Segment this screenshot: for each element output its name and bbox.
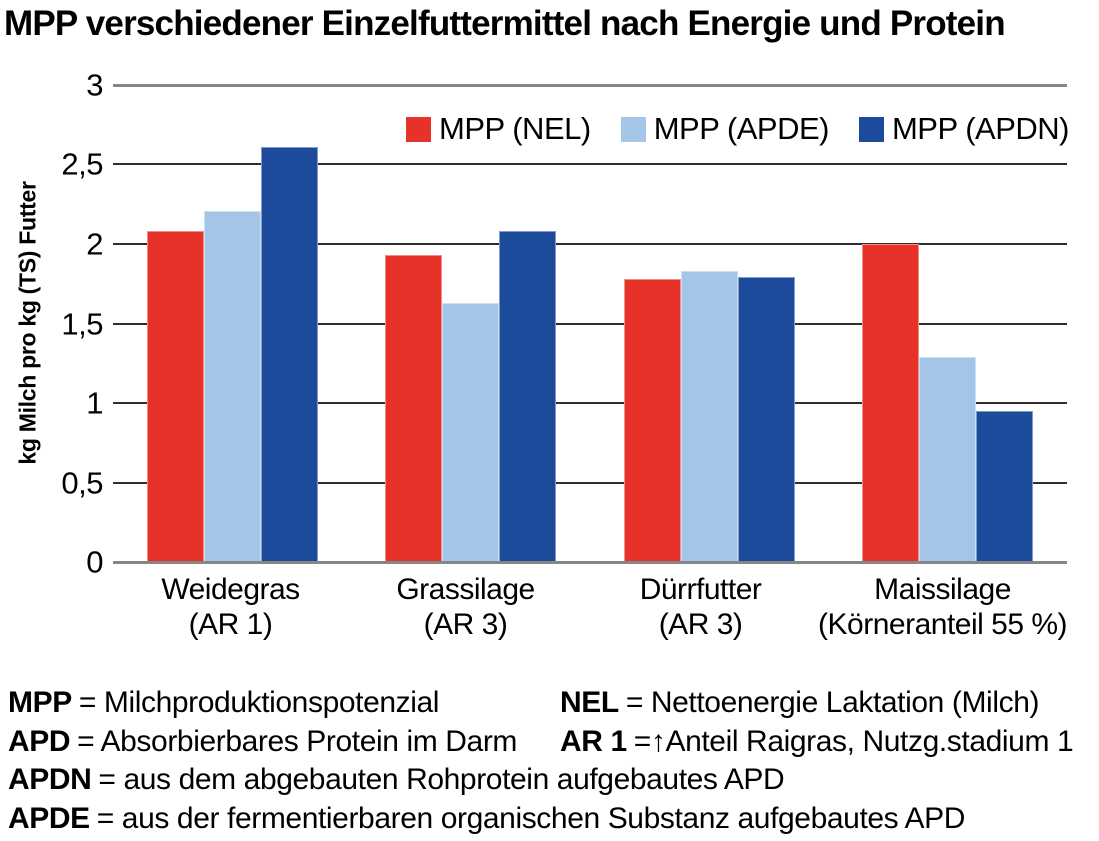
bar <box>976 410 1034 562</box>
bar <box>260 147 318 562</box>
bar <box>442 302 500 562</box>
x-axis: Weidegras (AR 1) Grassilage (AR 3) Dürrfutte… <box>113 572 1067 642</box>
y-axis: 3 2,5 2 1,5 1 0,5 0 <box>0 70 103 578</box>
footnote-term: AR 1 <box>560 724 627 758</box>
gridline <box>113 481 1067 484</box>
footnote-def: =↑Anteil Raigras, Nutzg.stadium 1 <box>633 724 1074 758</box>
y-tick-label: 1 <box>86 385 103 421</box>
bar <box>385 255 443 562</box>
legend: MPP (NEL) MPP (APDE) MPP (APDN) <box>406 111 1070 147</box>
category-sub: (AR 3) <box>423 608 508 641</box>
legend-item: MPP (NEL) <box>406 111 591 147</box>
footnote-mpp: MPP = Milchproduktionspotenzial <box>8 684 560 723</box>
category-sub: (AR 3) <box>658 608 743 641</box>
category-name: Weidegras <box>161 573 300 606</box>
footnote-def: = Nettoenergie Laktation (Milch) <box>625 686 1040 719</box>
x-tick-label: Weidegras (AR 1) <box>113 572 348 642</box>
y-tick-label: 2 <box>86 226 103 262</box>
bar <box>203 210 261 562</box>
bar-group <box>113 85 352 562</box>
footnote-def: = Milchproduktionspotenzial <box>78 686 440 719</box>
footnote-def: = Absorbierbares Protein im Darm <box>77 724 518 758</box>
legend-label: MPP (NEL) <box>439 111 591 146</box>
footnote-term: APDN <box>8 763 92 796</box>
bar <box>862 244 920 562</box>
x-axis-line <box>113 560 1067 564</box>
y-tick-label: 2,5 <box>61 146 103 182</box>
gridline <box>113 163 1067 166</box>
bar <box>737 277 795 562</box>
footnote-apd: APD = Absorbierbares Protein im Darm <box>8 723 560 762</box>
bar-group <box>829 85 1068 562</box>
bar <box>499 231 557 562</box>
bar <box>146 231 204 562</box>
category-sub: (AR 1) <box>188 608 273 641</box>
footnote-term: APD <box>8 724 71 758</box>
footnote-nel: NEL = Nettoenergie Laktation (Milch) <box>560 684 1093 723</box>
footnote-apdn: APDN = aus dem abgebauten Rohprotein aufg… <box>8 761 1093 800</box>
footnote-term: NEL <box>560 686 619 719</box>
category-name: Dürrfutter <box>639 573 762 606</box>
bar-group <box>352 85 591 562</box>
footnote-def: = aus der fermentierbaren organischen Su… <box>96 801 966 835</box>
footnote-apde: APDE = aus der fermentierbaren organische… <box>8 800 1093 839</box>
legend-label: MPP (APDE) <box>653 111 830 146</box>
footnote-def: = aus dem abgebauten Rohprotein aufgebau… <box>98 763 785 796</box>
bar <box>680 271 738 562</box>
bar <box>919 356 977 562</box>
legend-swatch <box>858 116 884 142</box>
y-tick-label: 1,5 <box>61 306 103 341</box>
legend-swatch <box>406 116 431 142</box>
bar <box>623 278 681 562</box>
y-tick-label: 0 <box>86 544 103 580</box>
category-name: Maissilage <box>874 573 1011 606</box>
legend-item: MPP (APDE) <box>620 111 830 147</box>
footnote-term: MPP <box>8 686 72 719</box>
legend-swatch <box>620 116 646 142</box>
x-tick-label: Dürrfutter (AR 3) <box>583 572 818 642</box>
x-tick-label: Grassilage (AR 3) <box>348 572 583 642</box>
chart-title: MPP verschiedener Einzelfuttermittel nac… <box>4 4 1006 43</box>
footnote-ar1: AR 1 =↑Anteil Raigras, Nutzg.stadium 1 <box>560 723 1093 762</box>
y-tick-label: 3 <box>86 67 103 103</box>
y-tick-label: 0,5 <box>61 465 103 500</box>
plot-top-line <box>113 83 1067 87</box>
legend-item: MPP (APDN) <box>858 111 1070 147</box>
bar-group <box>590 85 829 562</box>
x-tick-label: Maissilage (Körneranteil 55 %) <box>818 572 1067 642</box>
footnote-term: APDE <box>8 801 90 835</box>
gridline <box>113 242 1067 245</box>
legend-label: MPP (APDN) <box>891 111 1070 146</box>
category-sub: (Körneranteil 55 %) <box>818 608 1068 641</box>
gridline <box>113 401 1067 404</box>
gridline <box>113 322 1067 325</box>
bar-groups <box>113 85 1067 562</box>
plot-area: MPP (NEL) MPP (APDE) MPP (APDN) <box>113 83 1070 564</box>
category-name: Grassilage <box>396 573 535 606</box>
footnotes: MPP = Milchproduktionspotenzial NEL = Nett… <box>8 684 1093 838</box>
